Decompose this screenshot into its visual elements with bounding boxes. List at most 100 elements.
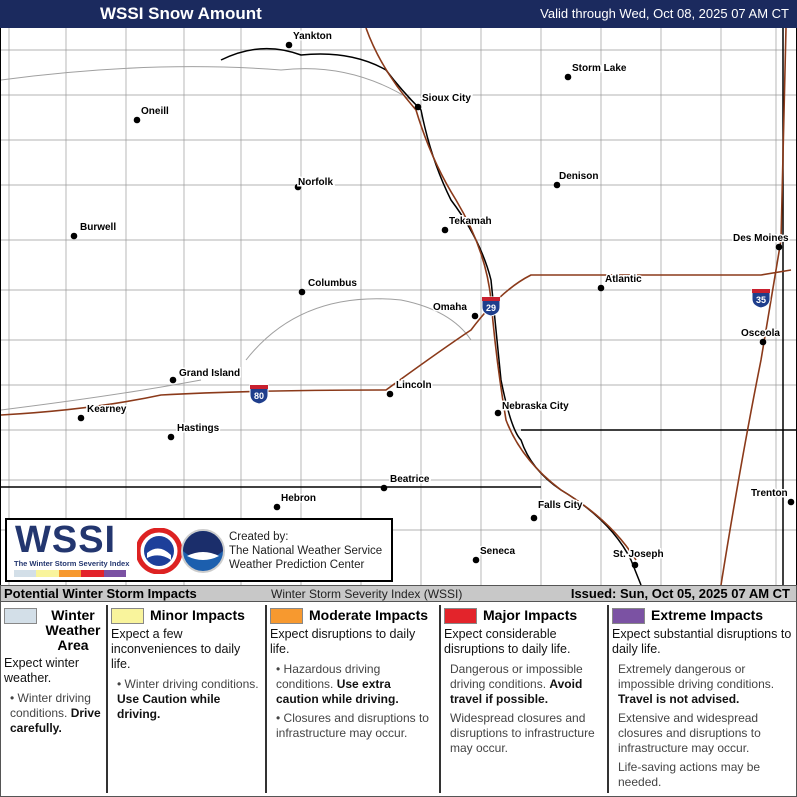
- city-label: Seneca: [480, 546, 515, 557]
- impact-name: Moderate Impacts: [309, 607, 429, 623]
- rivers: [0, 66, 472, 411]
- city-label: Trenton: [751, 488, 788, 499]
- city-dot: [380, 484, 388, 492]
- impact-header: Moderate Impacts: [270, 608, 436, 624]
- city-label: Denison: [559, 171, 598, 182]
- city-label: Oneill: [141, 106, 169, 117]
- impact-item-emphasis: Avoid travel if possible.: [450, 677, 583, 706]
- created-by: Created by: The National Weather Service…: [229, 530, 382, 572]
- impact-expectation: Expect disruptions to daily life.: [270, 627, 416, 656]
- interstate-shield-band: [250, 385, 268, 389]
- impact-item: • Winter driving conditions. Drive caref…: [10, 691, 101, 735]
- city-dot: [386, 390, 394, 398]
- legend-title: Potential Winter Storm Impacts: [4, 586, 197, 601]
- map-canvas: 29 80 35 Yankton Sioux City Storm Lake Oneill N…: [0, 27, 796, 586]
- city-label: Osceola: [741, 328, 780, 339]
- impact-column: Winter Weather Area Expect winter weather…: [1, 605, 108, 793]
- impact-header: Major Impacts: [444, 608, 604, 624]
- wssi-logo-panel: WSSI The Winter Storm Severity Index Cre…: [5, 518, 393, 582]
- color-bar-segment: [81, 570, 104, 577]
- impact-column: Moderate Impacts Expect disruptions to da…: [267, 605, 441, 793]
- impact-item-emphasis: Use Caution while driving.: [117, 692, 221, 721]
- city-dot: [494, 409, 502, 417]
- impact-expectation: Expect winter weather.: [4, 656, 80, 685]
- impact-item: Widespread closures and disruptions to i…: [450, 711, 604, 756]
- city-dot: [169, 376, 177, 384]
- impact-column: Major Impacts Expect considerable disrupt…: [441, 605, 609, 793]
- city-label: Hastings: [177, 423, 220, 434]
- city-dot: [787, 498, 795, 506]
- impact-item-text: Life-saving actions may be needed.: [618, 760, 761, 789]
- legend-index-name: Winter Storm Severity Index (WSSI): [271, 587, 463, 601]
- city-dot: [472, 556, 480, 564]
- impact-header: Winter Weather Area: [4, 608, 103, 653]
- noaa-logo-icon: [181, 529, 225, 573]
- city-label: Sioux City: [422, 93, 471, 104]
- valid-time: Valid through Wed, Oct 08, 2025 07 AM CT: [540, 6, 789, 21]
- city-label: Omaha: [433, 302, 467, 313]
- map[interactable]: 29 80 35 Yankton Sioux City Storm Lake Oneill N…: [0, 27, 797, 586]
- impact-item-emphasis: Travel is not advised.: [618, 692, 740, 706]
- impact-item: • Hazardous driving conditions. Use extr…: [276, 662, 399, 706]
- city-label: St. Joseph: [613, 549, 664, 560]
- wssi-logo: WSSI: [15, 519, 117, 561]
- interstate-shield-icon: [751, 288, 771, 309]
- city-dot: [298, 288, 306, 296]
- city-dot: [597, 284, 605, 292]
- impact-item: • Winter driving conditions. Use Caution…: [117, 677, 259, 721]
- impact-legend: Winter Weather Area Expect winter weather…: [0, 602, 797, 797]
- wssi-color-bar: [14, 570, 127, 577]
- interstate-shield-icon: [481, 296, 501, 317]
- impact-expectation: Expect a few inconveniences to daily lif…: [111, 627, 241, 671]
- interstate-number: 80: [254, 391, 264, 401]
- org-nws: The National Weather Service: [229, 545, 383, 557]
- city-label: Columbus: [308, 278, 357, 289]
- city-label: Yankton: [293, 31, 332, 42]
- impact-name: Winter Weather Area: [45, 607, 101, 653]
- impact-item-text: Dangerous or impossible driving conditio…: [450, 662, 583, 691]
- impact-header: Minor Impacts: [111, 608, 262, 624]
- agency-logos: [137, 528, 225, 574]
- city-dot: [530, 514, 538, 522]
- interstate-shield-band: [752, 289, 770, 293]
- impact-item-text: Winter driving conditions.: [124, 677, 259, 691]
- city-label: Nebraska City: [502, 401, 569, 412]
- city-dot: [294, 183, 302, 191]
- nws-logo-icon: [137, 528, 183, 574]
- interstate-number: 29: [486, 303, 496, 313]
- impact-swatch: [4, 608, 37, 624]
- interstate-number: 35: [756, 295, 766, 305]
- city-label: Kearney: [87, 404, 127, 415]
- impact-item: Life-saving actions may be needed.: [618, 760, 793, 790]
- city-dot: [167, 433, 175, 441]
- city-dot: [77, 414, 85, 422]
- interstates: [0, 27, 792, 586]
- color-bar-segment: [14, 570, 37, 577]
- city-label: Beatrice: [390, 474, 430, 485]
- color-bar-segment: [103, 570, 127, 577]
- impact-swatch: [444, 608, 477, 624]
- legend-bar: Potential Winter Storm Impacts Winter St…: [0, 585, 797, 602]
- impact-item-emphasis: Use extra caution while driving.: [276, 677, 399, 706]
- interstate-shield-icon: [249, 384, 269, 405]
- impact-swatch: [111, 608, 144, 624]
- state-borders: [1, 28, 796, 586]
- city-label: Burwell: [80, 222, 116, 233]
- city-dot: [775, 243, 783, 251]
- city-dot: [564, 73, 572, 81]
- city-dot: [414, 103, 422, 111]
- city-label: Hebron: [281, 493, 316, 504]
- county-lines: [1, 28, 796, 585]
- city-dot: [441, 226, 449, 234]
- impact-column: Minor Impacts Expect a few inconveniences…: [108, 605, 267, 793]
- city-label: Atlantic: [605, 274, 642, 285]
- city-dot: [631, 561, 639, 569]
- map-title: WSSI Snow Amount: [100, 4, 262, 23]
- color-bar-segment: [36, 570, 59, 577]
- city-dot: [133, 116, 141, 124]
- impact-swatch: [612, 608, 645, 624]
- impact-item-text: Winter driving conditions.: [10, 691, 91, 720]
- impact-name: Major Impacts: [483, 607, 578, 623]
- org-wpc: Weather Prediction Center: [229, 559, 365, 571]
- impact-name: Minor Impacts: [150, 607, 245, 623]
